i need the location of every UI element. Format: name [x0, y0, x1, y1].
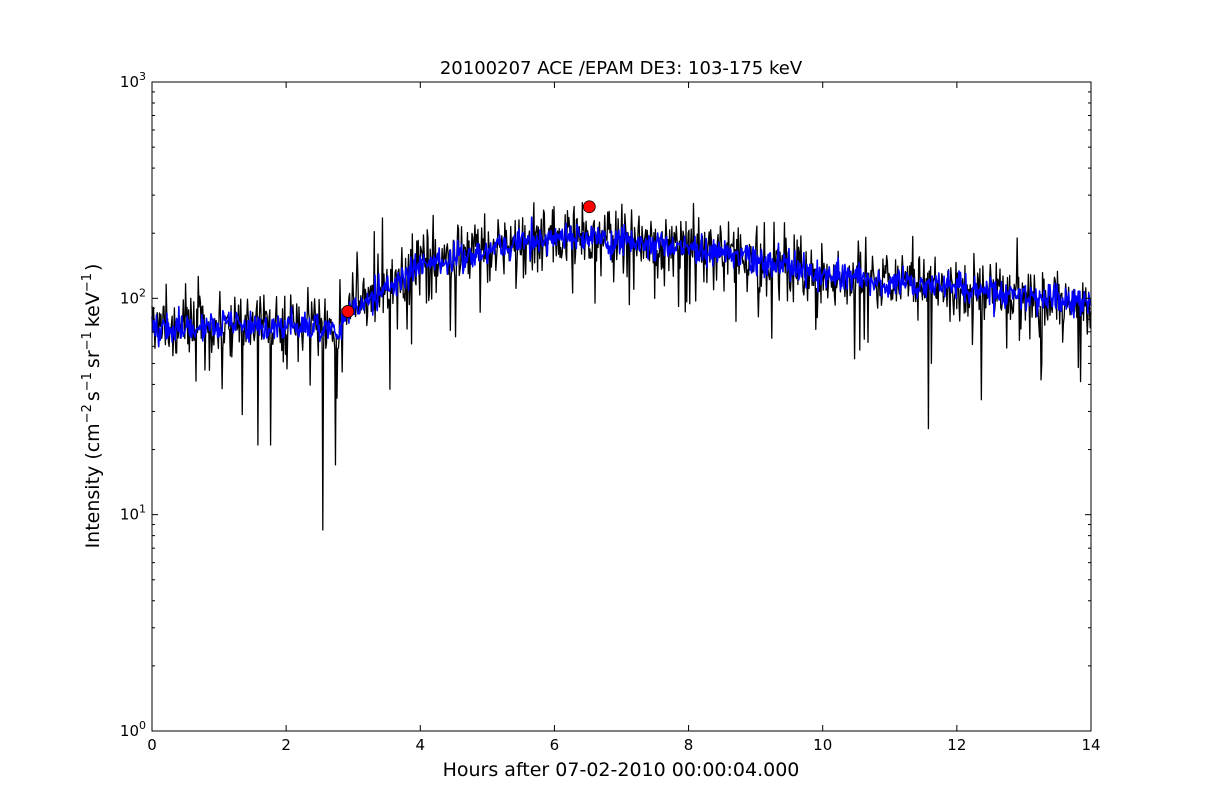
y-label-sr: sr [82, 350, 104, 368]
y-tick-label: 103 [120, 70, 146, 91]
y-axis-ticks: 100 101 102 103 [120, 70, 1091, 740]
x-axis-label: Hours after 07-02-2010 00:00:04.000 [443, 759, 800, 781]
y-tick-label: 101 [120, 503, 146, 524]
y-label-exp-sr: −1 [80, 331, 95, 350]
plot-background [152, 82, 1091, 731]
x-tick-label: 6 [550, 736, 560, 754]
y-label-s: s [82, 391, 104, 401]
y-label-suffix: ) [82, 264, 104, 271]
x-tick-label: 0 [147, 736, 157, 754]
x-tick-label: 4 [416, 736, 426, 754]
plot-frame [151, 81, 1092, 732]
plot-area [151, 81, 1092, 732]
y-label-exp-cm: −2 [80, 404, 95, 423]
y-label-exp-kev: −1 [80, 273, 95, 292]
series-line-1 [151, 216, 1092, 348]
event-marker-1 [582, 200, 596, 214]
y-label-prefix: Intensity (cm [82, 423, 104, 548]
x-tick-label: 14 [1081, 736, 1100, 754]
marker-layer [341, 200, 596, 318]
y-label-exp-s: −1 [80, 372, 95, 391]
series-line-0 [151, 202, 1092, 531]
x-axis-ticks: 0 2 4 6 8 10 12 14 [147, 82, 1101, 754]
y-tick-label: 100 [120, 719, 146, 740]
x-tick-label: 12 [947, 736, 966, 754]
x-tick-label: 10 [813, 736, 832, 754]
series-layer [151, 202, 1092, 531]
chart-title: 20100207 ACE /EPAM DE3: 103-175 keV [440, 58, 803, 79]
event-marker-0 [341, 305, 355, 318]
y-tick-label: 102 [120, 286, 146, 307]
x-tick-label: 8 [684, 736, 694, 754]
y-label-kev: keV [82, 292, 104, 327]
x-tick-label: 2 [281, 736, 291, 754]
y-axis-label: Intensity (cm−2s−1sr−1keV−1) [80, 264, 104, 549]
